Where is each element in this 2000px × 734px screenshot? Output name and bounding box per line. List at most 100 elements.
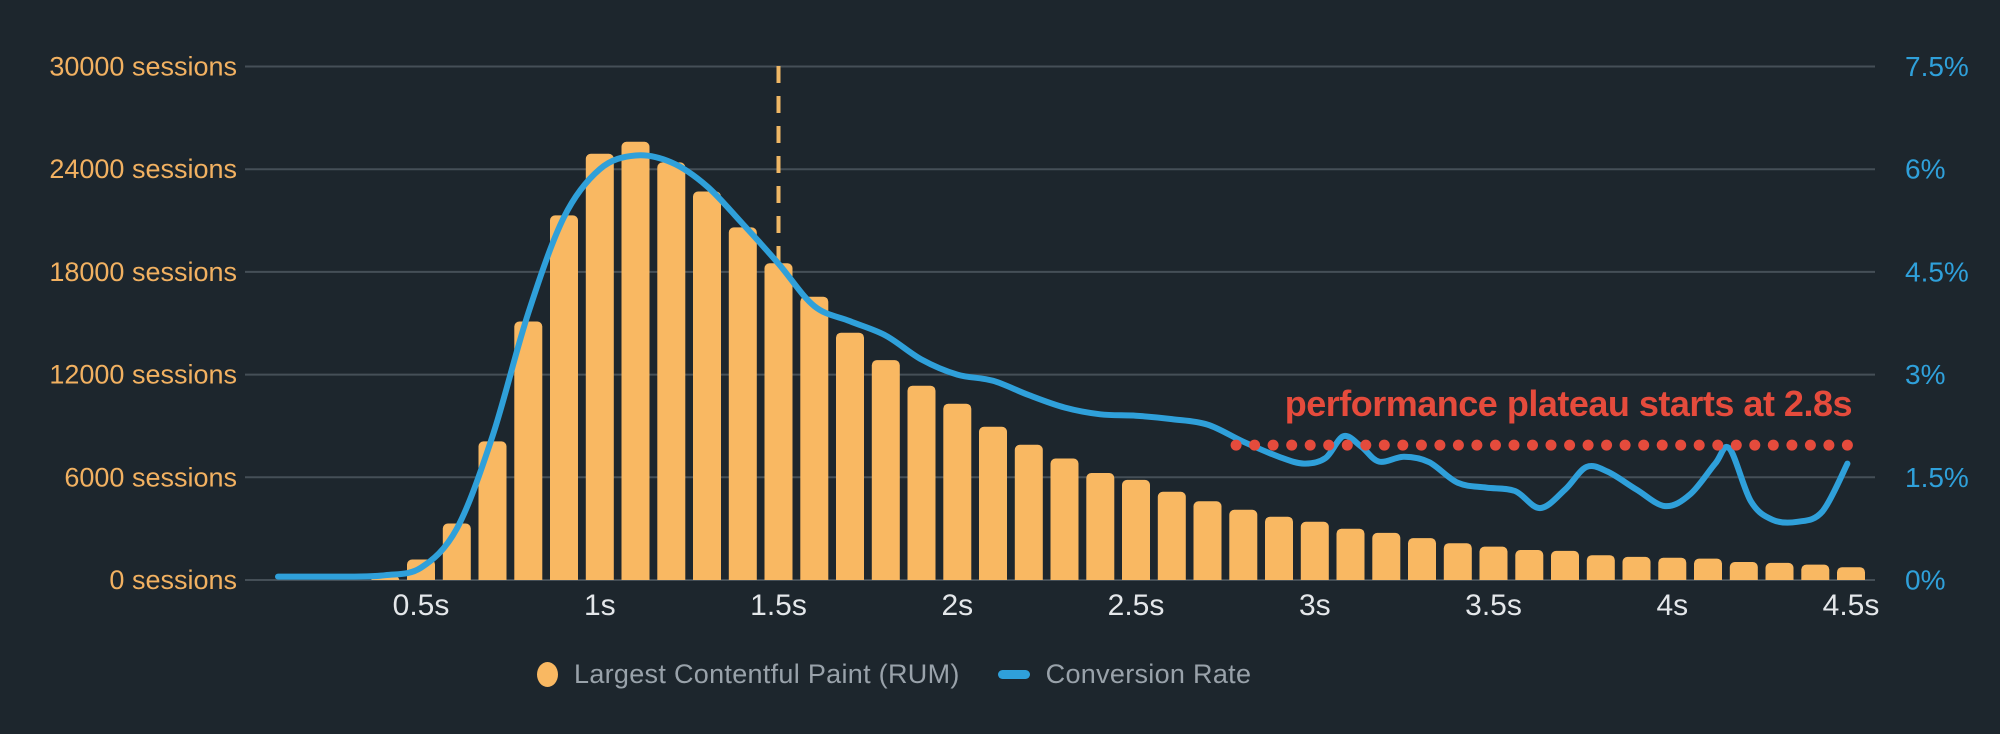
right-axis-tick-label: 6% (1905, 154, 1945, 185)
plateau-dot (1545, 439, 1557, 451)
right-axis-tick-label: 4.5% (1905, 256, 1969, 287)
histogram-bar (1372, 532, 1401, 580)
histogram-bar (1801, 564, 1830, 580)
x-axis-tick-label: 1s (584, 589, 616, 622)
histogram-bar (836, 332, 864, 580)
histogram-bar (1050, 458, 1079, 580)
plateau-dot (1415, 439, 1427, 451)
plateau-dot (1619, 439, 1631, 451)
legend-label-conversion: Conversion Rate (1045, 659, 1252, 689)
plateau-annotation-text: performance plateau starts at 2.8s (1285, 383, 1852, 424)
histogram-bar (943, 403, 972, 580)
histogram-bar (1122, 479, 1150, 580)
histogram-bar (728, 227, 757, 580)
plateau-dot (1304, 439, 1316, 451)
histogram-bar (1765, 562, 1794, 580)
histogram-bar (979, 426, 1007, 580)
legend: Largest Contentful Paint (RUM) Conversio… (537, 659, 1251, 690)
plateau-dot (1378, 439, 1390, 451)
left-axis-tick-label: 30000 sessions (49, 52, 237, 82)
histogram-bar (1443, 543, 1472, 580)
histogram-bar (1515, 550, 1544, 580)
histogram-bar (621, 141, 650, 580)
lcp-bar-series (371, 141, 1865, 580)
plateau-dot (1434, 439, 1446, 451)
left-axis-tick-label: 18000 sessions (49, 257, 237, 287)
plateau-dot (1638, 439, 1650, 451)
plateau-dot (1730, 439, 1742, 451)
x-axis-tick-label: 2s (941, 589, 973, 622)
histogram-bar (1837, 567, 1865, 580)
histogram-bar (1408, 538, 1436, 580)
lcp-dot-icon (537, 662, 558, 687)
histogram-bar (1157, 491, 1186, 580)
histogram-bar (1086, 473, 1115, 580)
plateau-dot (1471, 439, 1483, 451)
conversion-rate-line (275, 152, 1851, 580)
x-axis-tick-label: 3.5s (1465, 589, 1522, 622)
x-axis-tick-label: 2.5s (1108, 589, 1165, 622)
histogram-bar (1658, 557, 1687, 580)
plateau-dot (1601, 439, 1613, 451)
left-axis-tick-label: 0 sessions (109, 565, 237, 595)
histogram-bar (1729, 562, 1758, 580)
plateau-dot (1267, 439, 1279, 451)
plateau-dot (1527, 439, 1538, 451)
x-axis-tick-label: 0.5s (393, 589, 450, 622)
plateau-dotted-line (1230, 439, 1853, 451)
plateau-dot (1786, 439, 1798, 451)
plateau-dot (1564, 439, 1576, 451)
x-axis-tick-label: 1.5s (750, 589, 807, 622)
plateau-dot (1508, 439, 1520, 451)
plateau-dot (1490, 439, 1501, 451)
plateau-dot (1804, 439, 1816, 451)
right-axis-tick-label: 0% (1905, 565, 1945, 596)
plateau-dot (1249, 439, 1261, 451)
histogram-bar (1300, 521, 1329, 580)
right-axis-tick-label: 3% (1905, 359, 1945, 390)
legend-label-lcp: Largest Contentful Paint (RUM) (574, 659, 960, 689)
histogram-bar (1586, 555, 1615, 580)
x-axis-tick-label: 4s (1656, 589, 1688, 622)
histogram-bar (693, 191, 721, 580)
histogram-bar (1622, 556, 1651, 580)
histogram-bar (764, 263, 793, 580)
legend-item-lcp: Largest Contentful Paint (RUM) (537, 659, 960, 690)
histogram-bar (478, 441, 507, 580)
histogram-bar (800, 296, 829, 580)
histogram-bar (907, 385, 936, 580)
x-axis-tick-label: 3s (1299, 589, 1331, 622)
left-axis-tick-label: 12000 sessions (49, 360, 237, 390)
histogram-bar (657, 162, 686, 580)
plateau-dot (1656, 439, 1668, 451)
plateau-dot (1397, 439, 1409, 451)
histogram-bar (871, 360, 900, 580)
histogram-bar (1014, 444, 1043, 580)
plateau-dot (1767, 439, 1779, 451)
left-axis-tick-label: 6000 sessions (64, 462, 237, 492)
right-axis-tick-label: 7.5% (1905, 51, 1969, 82)
histogram-bar (1336, 528, 1365, 580)
plateau-dot (1749, 439, 1761, 451)
histogram-bar (1229, 509, 1258, 580)
plateau-dot (1230, 439, 1242, 451)
plateau-dot (1582, 439, 1594, 451)
plateau-dot (1841, 439, 1853, 451)
plateau-dot (1712, 439, 1724, 451)
histogram-bar (514, 321, 543, 580)
plateau-dot (1323, 439, 1335, 451)
left-axis-tick-label: 24000 sessions (49, 154, 237, 184)
histogram-bar (1193, 501, 1222, 580)
legend-item-conversion: Conversion Rate (997, 659, 1252, 690)
histogram-bar (1551, 550, 1579, 580)
x-axis-tick-label: 4.5s (1823, 589, 1880, 622)
histogram-bar (550, 215, 578, 580)
plateau-dot (1452, 439, 1464, 451)
histogram-bar (1479, 546, 1508, 580)
plateau-dot (1360, 439, 1372, 451)
plateau-dot (1286, 439, 1298, 451)
plateau-dot (1693, 439, 1705, 451)
plateau-dot (1823, 439, 1835, 451)
